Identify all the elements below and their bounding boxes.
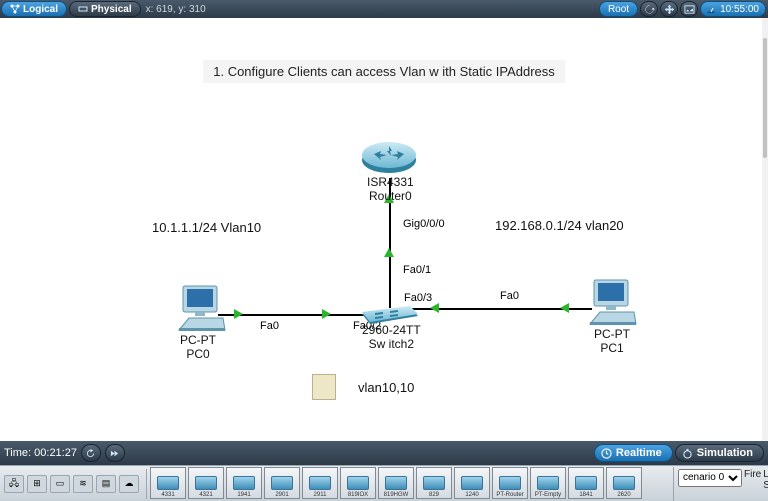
picture-icon[interactable]	[680, 1, 698, 17]
cat-wan-icon[interactable]: ☁	[119, 475, 139, 493]
cat-router-icon[interactable]: 🖧	[4, 475, 24, 493]
clock-readout[interactable]: 10:55:00	[700, 1, 766, 17]
device-chip-4331[interactable]: 4331	[150, 467, 186, 499]
cat-wireless-icon[interactable]: ≋	[73, 475, 93, 493]
device-router[interactable]	[360, 138, 418, 176]
if-router-gig: Gig0/0/0	[403, 218, 445, 230]
tab-physical[interactable]: Physical	[69, 1, 141, 17]
if-switch-fa01: Fa0/1	[403, 264, 431, 276]
fastforward-button[interactable]	[105, 444, 125, 462]
workspace-canvas[interactable]: 1. Configure Clients can access Vlan w i…	[0, 18, 768, 441]
clock-icon	[601, 448, 612, 459]
status-switch-right	[430, 303, 439, 313]
status-bar: Time: 00:21:27 Realtime Simulation	[0, 441, 768, 465]
device-palette: 🖧 ⊞ ▭ ≋ ▤ ☁ 43314321194129012911819IOX81…	[0, 465, 768, 501]
status-pc1-port	[560, 303, 569, 313]
pdu-panel: cenario 0 Fire Last Status	[673, 467, 768, 501]
hdr-fire: Fire	[744, 469, 761, 480]
label-vlan-note: vlan10,10	[358, 380, 414, 395]
mode-simulation[interactable]: Simulation	[675, 444, 764, 462]
speed-icon	[705, 3, 717, 15]
top-toolbar: Logical Physical x: 619, y: 310 Root 10:…	[0, 0, 768, 18]
tab-logical-label: Logical	[23, 4, 58, 15]
device-chip-1240[interactable]: 1240	[454, 467, 490, 499]
sticky-note[interactable]	[312, 374, 336, 400]
cat-security-icon[interactable]: ▤	[96, 475, 116, 493]
cursor-coord: x: 619, y: 310	[146, 4, 206, 15]
device-chip-819HGW[interactable]: 819HGW	[378, 467, 414, 499]
stopwatch-icon	[682, 448, 693, 459]
device-chip-819IOX[interactable]: 819IOX	[340, 467, 376, 499]
hdr-last: Last Status	[763, 469, 768, 491]
label-pc1: PC-PT PC1	[594, 328, 630, 356]
device-chip-829[interactable]: 829	[416, 467, 452, 499]
device-chip-PT-Empty[interactable]: PT-Empty	[530, 467, 566, 499]
workspace-scrollbar[interactable]	[762, 18, 768, 441]
cat-hub-icon[interactable]: ▭	[50, 475, 70, 493]
category-icons: 🖧 ⊞ ▭ ≋ ▤ ☁	[0, 475, 143, 493]
label-pc0: PC-PT PC0	[180, 334, 216, 362]
label-switch: 2960-24TT Sw itch2	[362, 324, 421, 352]
clock-label: 10:55:00	[720, 4, 759, 15]
device-chip-2911[interactable]: 2911	[302, 467, 338, 499]
if-pc0-fa0: Fa0	[260, 320, 279, 332]
status-switch-left	[322, 309, 331, 319]
root-button[interactable]: Root	[599, 1, 638, 17]
device-pc1[interactable]	[586, 278, 640, 326]
if-pc1-fa0: Fa0	[500, 290, 519, 302]
mode-realtime-label: Realtime	[616, 447, 662, 459]
device-chip-2620[interactable]: 2620	[606, 467, 642, 499]
reset-button[interactable]	[81, 444, 101, 462]
device-pc0[interactable]	[175, 284, 229, 332]
mode-realtime[interactable]: Realtime	[594, 444, 673, 462]
cat-switch-icon[interactable]: ⊞	[27, 475, 47, 493]
device-chip-4321[interactable]: 4321	[188, 467, 224, 499]
tab-physical-label: Physical	[91, 4, 132, 15]
status-pc0-port	[234, 309, 243, 319]
device-chip-PT-Router[interactable]: PT-Router	[492, 467, 528, 499]
device-chip-1941[interactable]: 1941	[226, 467, 262, 499]
device-chip-2901[interactable]: 2901	[264, 467, 300, 499]
label-router: ISR4331 Router0	[367, 176, 414, 204]
topology-title: 1. Configure Clients can access Vlan w i…	[203, 60, 565, 83]
status-switch-up	[384, 248, 394, 257]
label-left-network: 10.1.1.1/24 Vlan10	[152, 220, 261, 235]
device-chip-1841[interactable]: 1841	[568, 467, 604, 499]
nav-icon[interactable]	[660, 1, 678, 17]
if-switch-fa03: Fa0/3	[404, 292, 432, 304]
scenario-select[interactable]: cenario 0	[678, 469, 742, 487]
device-strip: 43314321194129012911819IOX819HGW8291240P…	[150, 467, 673, 500]
mode-simulation-label: Simulation	[697, 447, 753, 459]
back-icon[interactable]	[640, 1, 658, 17]
label-right-network: 192.168.0.1/24 vlan20	[495, 218, 624, 233]
tab-logical[interactable]: Logical	[1, 1, 67, 17]
sim-time: Time: 00:21:27	[4, 447, 77, 459]
root-label: Root	[608, 4, 629, 15]
